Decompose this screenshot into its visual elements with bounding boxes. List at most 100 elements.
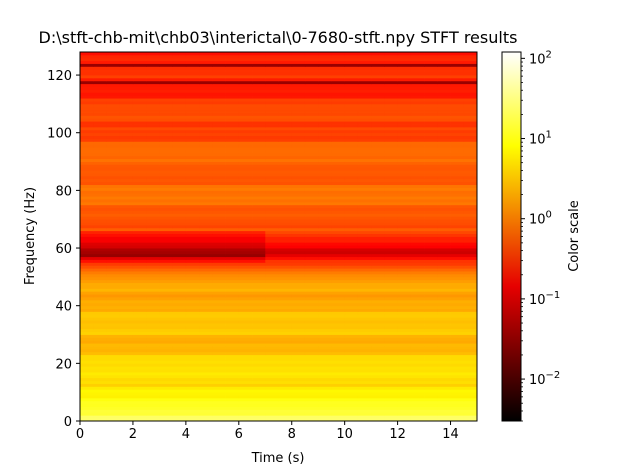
heatmap-cell bbox=[106, 219, 121, 223]
heatmap-cell bbox=[199, 201, 213, 206]
heatmap-cell bbox=[119, 279, 134, 284]
heatmap-cell bbox=[450, 224, 465, 229]
heatmap-cell bbox=[278, 366, 293, 370]
heatmap-cell bbox=[397, 271, 412, 275]
heatmap-cell bbox=[93, 175, 107, 180]
heatmap-cell bbox=[397, 409, 412, 413]
heatmap-cell bbox=[238, 299, 253, 304]
heatmap-cell bbox=[344, 242, 359, 246]
heatmap-cell bbox=[357, 366, 372, 370]
heatmap-cell bbox=[357, 371, 372, 376]
heatmap-cell bbox=[185, 371, 200, 376]
heatmap-cell bbox=[450, 340, 465, 344]
heatmap-cell bbox=[172, 253, 187, 258]
heatmap-cell bbox=[437, 409, 451, 413]
heatmap-cell bbox=[159, 184, 174, 188]
heatmap-cell bbox=[199, 357, 213, 361]
heatmap-cell bbox=[185, 299, 200, 304]
heatmap-cell bbox=[132, 262, 147, 266]
heatmap-cell bbox=[159, 343, 174, 347]
heatmap-cell bbox=[304, 354, 319, 358]
heatmap-cell bbox=[344, 77, 359, 82]
heatmap-cell bbox=[424, 193, 438, 197]
heatmap-cell bbox=[146, 389, 160, 393]
heatmap-cell bbox=[225, 227, 240, 232]
heatmap-cell bbox=[106, 213, 121, 217]
heatmap-cell bbox=[80, 259, 94, 263]
heatmap-cell bbox=[80, 201, 94, 206]
heatmap-cell bbox=[424, 239, 438, 243]
heatmap-cell bbox=[132, 63, 147, 67]
heatmap-cell bbox=[304, 308, 319, 312]
heatmap-cell bbox=[265, 75, 279, 79]
heatmap-cell bbox=[331, 302, 346, 307]
heatmap-cell bbox=[424, 115, 438, 119]
heatmap-cell bbox=[265, 233, 279, 237]
heatmap-cell bbox=[185, 170, 200, 174]
heatmap-cell bbox=[199, 219, 213, 223]
heatmap-cell bbox=[331, 386, 346, 390]
heatmap-cell bbox=[384, 363, 398, 367]
heatmap-cell bbox=[252, 395, 266, 399]
heatmap-cell bbox=[463, 52, 478, 56]
heatmap-cell bbox=[252, 320, 266, 324]
heatmap-cell bbox=[437, 279, 451, 284]
heatmap-cell bbox=[371, 98, 385, 102]
heatmap-cell bbox=[106, 124, 121, 128]
heatmap-cell bbox=[397, 178, 412, 183]
heatmap-cell bbox=[238, 357, 253, 361]
heatmap-cell bbox=[410, 98, 425, 102]
heatmap-cell bbox=[225, 276, 240, 281]
heatmap-cell bbox=[119, 216, 134, 220]
heatmap-cell bbox=[397, 187, 412, 191]
heatmap-cell bbox=[132, 89, 147, 93]
heatmap-cell bbox=[371, 152, 385, 157]
heatmap-cell bbox=[344, 150, 359, 154]
heatmap-cell bbox=[252, 276, 266, 281]
heatmap-cell bbox=[344, 57, 359, 62]
heatmap-cell bbox=[331, 106, 346, 111]
heatmap-cell bbox=[252, 155, 266, 160]
heatmap-cell bbox=[278, 181, 293, 186]
heatmap-cell bbox=[437, 369, 451, 373]
heatmap-cell bbox=[238, 317, 253, 321]
heatmap-cell bbox=[172, 144, 187, 148]
heatmap-cell bbox=[146, 371, 160, 376]
heatmap-cell bbox=[212, 397, 226, 402]
heatmap-cell bbox=[371, 199, 385, 203]
heatmap-cell bbox=[384, 147, 398, 151]
heatmap-cell bbox=[225, 89, 240, 93]
heatmap-cell bbox=[450, 124, 465, 128]
heatmap-cell bbox=[397, 279, 412, 284]
heatmap-cell bbox=[463, 276, 478, 281]
heatmap-cell bbox=[331, 222, 346, 226]
heatmap-cell bbox=[397, 152, 412, 157]
heatmap-cell bbox=[185, 314, 200, 318]
heatmap-cell bbox=[384, 262, 398, 266]
heatmap-cell bbox=[410, 343, 425, 347]
heatmap-cell bbox=[424, 144, 438, 148]
heatmap-cell bbox=[331, 75, 346, 79]
heatmap-cell bbox=[265, 262, 279, 266]
heatmap-cell bbox=[424, 178, 438, 183]
heatmap-cell bbox=[331, 265, 346, 269]
heatmap-cell bbox=[146, 112, 160, 116]
heatmap-cell bbox=[132, 150, 147, 154]
heatmap-cell bbox=[225, 75, 240, 79]
heatmap-cell bbox=[185, 210, 200, 214]
heatmap-cell bbox=[238, 72, 253, 76]
heatmap-cell bbox=[225, 412, 240, 416]
heatmap-cell bbox=[119, 380, 134, 384]
heatmap-cell bbox=[80, 354, 94, 358]
heatmap-cell bbox=[172, 271, 187, 275]
heatmap-cell bbox=[344, 386, 359, 390]
heatmap-cell bbox=[331, 164, 346, 168]
heatmap-cell bbox=[265, 115, 279, 119]
heatmap-cell bbox=[265, 248, 279, 252]
heatmap-cell bbox=[146, 121, 160, 125]
heatmap-cell bbox=[132, 351, 147, 356]
heatmap-cell bbox=[397, 175, 412, 180]
heatmap-cell bbox=[344, 72, 359, 76]
heatmap-cell bbox=[146, 80, 160, 85]
heatmap-cell bbox=[185, 147, 200, 151]
